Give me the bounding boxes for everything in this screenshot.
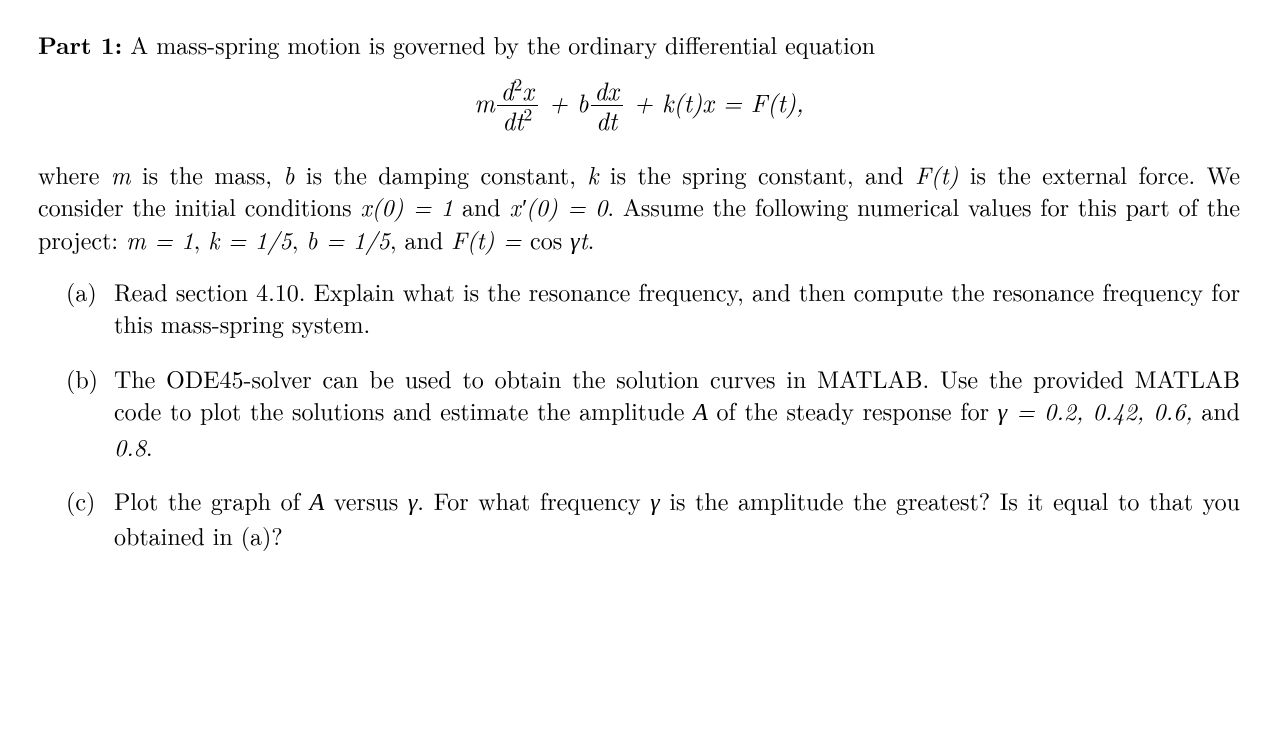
item-a: (a) Read section 4.10. Explain what is t… (38, 275, 1240, 340)
item-c-label: (c) (66, 484, 114, 552)
part-label: Part 1: (38, 28, 122, 62)
val-F-lhs: F(t) = (451, 222, 530, 256)
eq-plus1: + (540, 85, 577, 120)
intro-paragraph: Part 1: A mass-spring motion is governed… (38, 28, 1240, 61)
gamma-c2: γ (650, 483, 659, 517)
eq-frac2-num: dx (591, 77, 623, 106)
item-a-body: Read section 4.10. Explain what is the r… (114, 275, 1240, 340)
item-c-body: Plot the graph of A versus γ. For what f… (114, 484, 1240, 552)
gamma-values: γ = 0.2, 0.42, 0.6, (998, 393, 1193, 427)
val-m: m = 1 (126, 222, 194, 256)
val-b: b = 1/5 (306, 222, 389, 256)
item-b-body: The ODE45-solver can be used to obtain t… (114, 362, 1240, 462)
eq-coef-b: b (577, 85, 589, 120)
var-b: b (283, 157, 294, 191)
main-equation: md2xdt2 + bdxdt + k(t)x = F(t), (38, 77, 1240, 136)
eq-frac2-den: dt (591, 106, 623, 136)
val-F-arg: γt (570, 222, 587, 256)
eq-coef-m: m (474, 85, 494, 120)
eq-plus2: + (625, 85, 662, 120)
item-b-label: (b) (66, 362, 114, 462)
var-Ft: F(t) (915, 157, 958, 191)
cal-A: A (693, 400, 708, 426)
eq-rhs: F(t), (751, 85, 804, 120)
var-m: m (111, 157, 131, 191)
eq-term3: k(t)x (662, 85, 714, 120)
ic-xprime0: x′(0) = 0 (510, 189, 608, 223)
ic-x0: x(0) = 1 (360, 189, 453, 223)
item-b: (b) The ODE45-solver can be used to obta… (38, 362, 1240, 462)
eq-equals: = (714, 85, 751, 120)
intro-text: A mass-spring motion is governed by the … (122, 27, 875, 61)
body-paragraph: where m is the mass, b is the damping co… (38, 158, 1240, 255)
var-k: k (587, 157, 598, 191)
val-F-cos: cos (530, 222, 570, 256)
item-a-label: (a) (66, 275, 114, 340)
cal-A-c: A (310, 490, 325, 516)
gamma-c1: γ (408, 483, 417, 517)
val-k: k = 1/5 (208, 222, 291, 256)
item-c: (c) Plot the graph of A versus γ. For wh… (38, 484, 1240, 552)
